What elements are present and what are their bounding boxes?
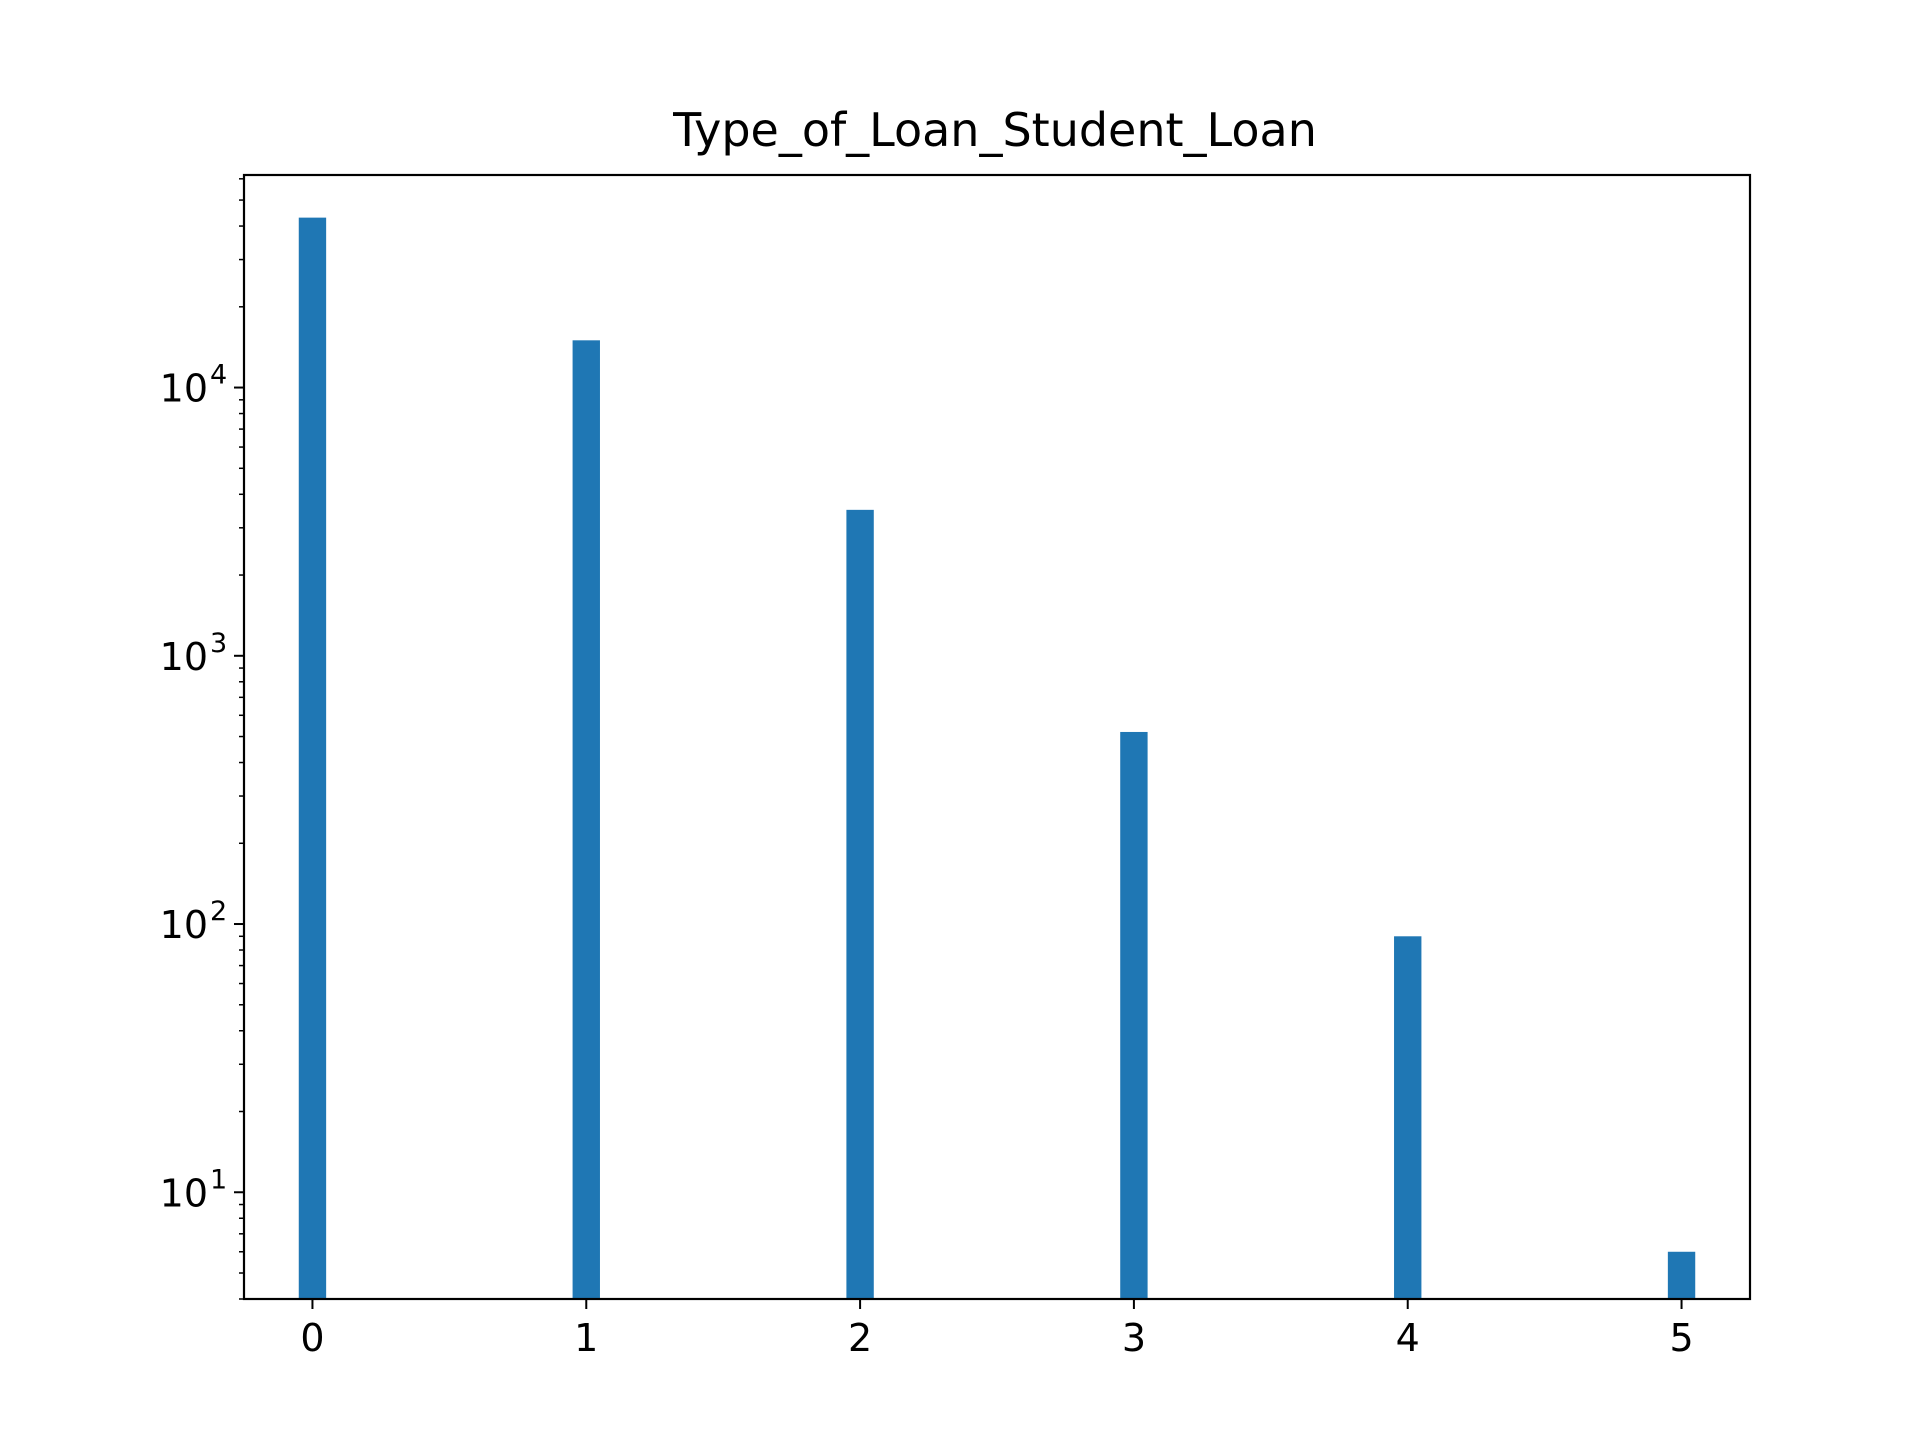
- x-tick-label: 3: [1122, 1316, 1146, 1360]
- bar-4: [1394, 936, 1422, 1299]
- y-tick-label: 10: [160, 635, 208, 679]
- bar-3: [1120, 731, 1148, 1299]
- x-axis-ticks: 0 1 2 3 4 5: [300, 1299, 1694, 1360]
- bars-group: [298, 217, 1696, 1300]
- y-tick-exponent: 3: [210, 628, 227, 659]
- plot-frame: [242, 173, 1752, 1301]
- y-tick-label: 10: [160, 903, 208, 947]
- y-tick-exponent: 4: [210, 360, 227, 391]
- y-tick-label: 10: [160, 367, 208, 411]
- x-tick-label: 1: [574, 1316, 598, 1360]
- bar-1: [572, 340, 600, 1299]
- y-tick-exponent: 1: [210, 1164, 227, 1195]
- y-tick-label: 10: [160, 1171, 208, 1215]
- chart-title: Type_of_Loan_Student_Loan: [672, 103, 1317, 157]
- x-tick-label: 0: [300, 1316, 324, 1360]
- bar-5: [1667, 1251, 1696, 1299]
- x-tick-label: 5: [1669, 1316, 1693, 1360]
- x-tick-label: 4: [1396, 1316, 1420, 1360]
- x-tick-label: 2: [848, 1316, 872, 1360]
- bar-0: [298, 217, 327, 1299]
- y-tick-exponent: 2: [210, 896, 227, 927]
- bar-2: [846, 509, 874, 1300]
